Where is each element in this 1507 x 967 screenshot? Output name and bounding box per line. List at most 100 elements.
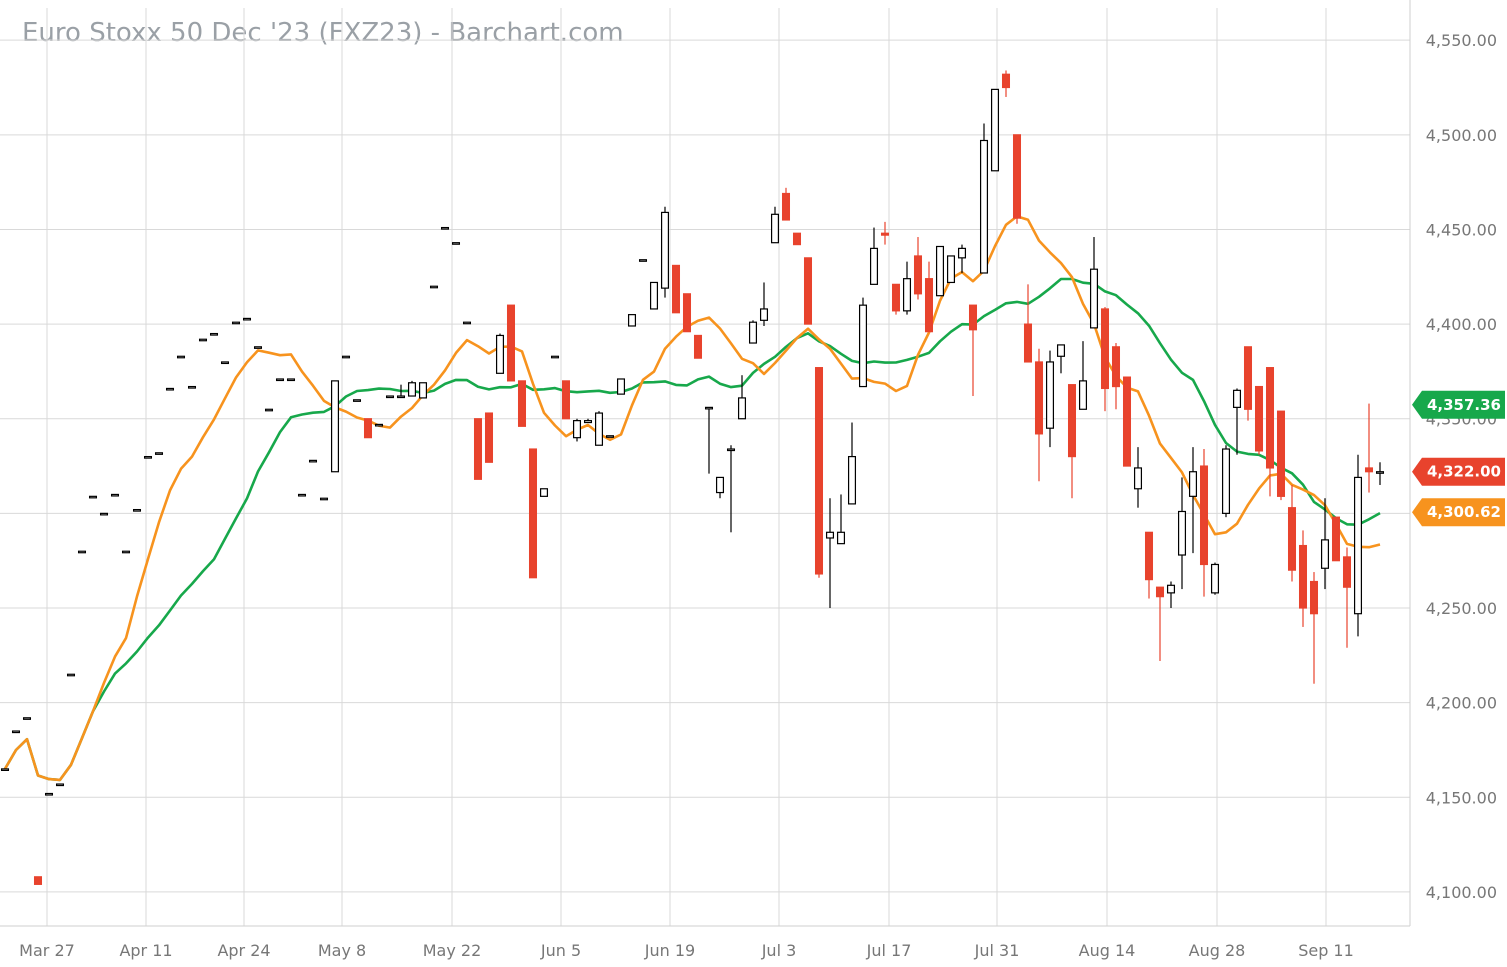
candle — [990, 88, 1000, 172]
price-badge-label: 4,322.00 — [1427, 463, 1501, 481]
candle — [957, 244, 967, 273]
x-tick-label: Jul 3 — [761, 941, 797, 960]
candle-body — [11, 730, 21, 734]
candle — [55, 783, 65, 787]
candle — [88, 495, 98, 499]
candle — [385, 395, 395, 399]
candle-body — [231, 321, 241, 325]
candle-body — [66, 673, 76, 677]
candle-body — [737, 397, 747, 420]
chart-title: Euro Stoxx 50 Dec '23 (FXZ23) - Barchart… — [22, 18, 624, 48]
candle — [352, 399, 362, 402]
candle-body — [990, 88, 1000, 172]
candle-body — [1100, 308, 1110, 390]
candle-body — [715, 476, 725, 494]
candle-body — [374, 423, 384, 427]
candle-body — [946, 255, 956, 284]
candle-body — [517, 380, 527, 427]
x-tick-label: Jun 5 — [540, 941, 581, 960]
candle-body — [638, 259, 648, 262]
candle — [396, 384, 406, 399]
candle-body — [176, 355, 186, 359]
candle-body — [748, 321, 758, 344]
candle — [1320, 498, 1330, 590]
candle-body — [1309, 580, 1319, 615]
candle-body — [1045, 361, 1055, 429]
x-tick-label: Mar 27 — [19, 941, 75, 960]
candle-body — [154, 452, 164, 455]
candle-body — [385, 395, 395, 399]
candle — [308, 459, 318, 463]
candle-body — [1078, 380, 1088, 410]
candle — [484, 412, 494, 463]
candle-body — [1221, 448, 1231, 514]
candle-body — [770, 213, 780, 244]
candle-body — [583, 420, 593, 424]
candle-body — [858, 304, 868, 388]
candle-body — [77, 550, 87, 554]
candle-body — [1122, 376, 1132, 467]
candle-body — [121, 550, 131, 554]
candle-body — [1342, 556, 1352, 588]
candle — [209, 332, 219, 336]
candle-body — [528, 448, 538, 579]
candle — [770, 206, 780, 244]
candle — [341, 355, 351, 359]
candle — [407, 380, 417, 397]
candle — [374, 423, 384, 427]
candle-body — [781, 192, 791, 221]
candle-body — [451, 242, 461, 245]
grid-layer — [0, 8, 1410, 926]
candle — [1342, 547, 1352, 648]
candle-body — [330, 380, 340, 473]
candle — [1254, 385, 1264, 455]
candle-body — [660, 211, 670, 289]
candle — [979, 123, 989, 274]
candle — [583, 418, 593, 424]
candle — [22, 717, 32, 720]
candle-body — [1375, 471, 1385, 474]
candle — [110, 493, 120, 497]
candle — [572, 418, 582, 442]
candle-body — [1166, 584, 1176, 594]
candle — [1210, 562, 1220, 595]
candle — [418, 382, 428, 399]
candle — [242, 317, 252, 321]
candle-body — [1210, 563, 1220, 594]
candle-body — [902, 278, 912, 312]
candle-layer — [0, 70, 1385, 885]
candle-body — [429, 285, 439, 289]
candle — [1056, 344, 1066, 374]
y-tick-label: 4,150.00 — [1426, 788, 1497, 807]
candle-body — [792, 232, 802, 246]
y-tick-label: 4,400.00 — [1426, 315, 1497, 334]
price-badge: 4,322.00 — [1412, 457, 1505, 486]
candle — [99, 512, 109, 516]
candle-body — [341, 355, 351, 359]
candle — [968, 304, 978, 397]
x-tick-label: May 8 — [318, 941, 366, 960]
candle-body — [561, 380, 571, 420]
candle-body — [836, 531, 846, 545]
candle — [792, 232, 802, 246]
x-tick-label: Jul 31 — [974, 941, 1020, 960]
candle-body — [363, 418, 373, 439]
candle-body — [1331, 516, 1341, 562]
candle — [836, 494, 846, 545]
candle-body — [396, 395, 406, 399]
candle — [1122, 376, 1132, 467]
candle-body — [55, 783, 65, 787]
candle-body — [869, 247, 879, 285]
candle-body — [1188, 471, 1198, 497]
candle — [363, 418, 373, 439]
candle — [649, 281, 659, 310]
candle-body — [407, 382, 417, 397]
candle — [1045, 350, 1055, 448]
candle — [473, 418, 483, 480]
candle — [1155, 586, 1165, 662]
candle-body — [979, 139, 989, 274]
candle — [1232, 388, 1242, 455]
candle-body — [99, 512, 109, 516]
candle — [924, 261, 934, 333]
candle — [891, 283, 901, 315]
